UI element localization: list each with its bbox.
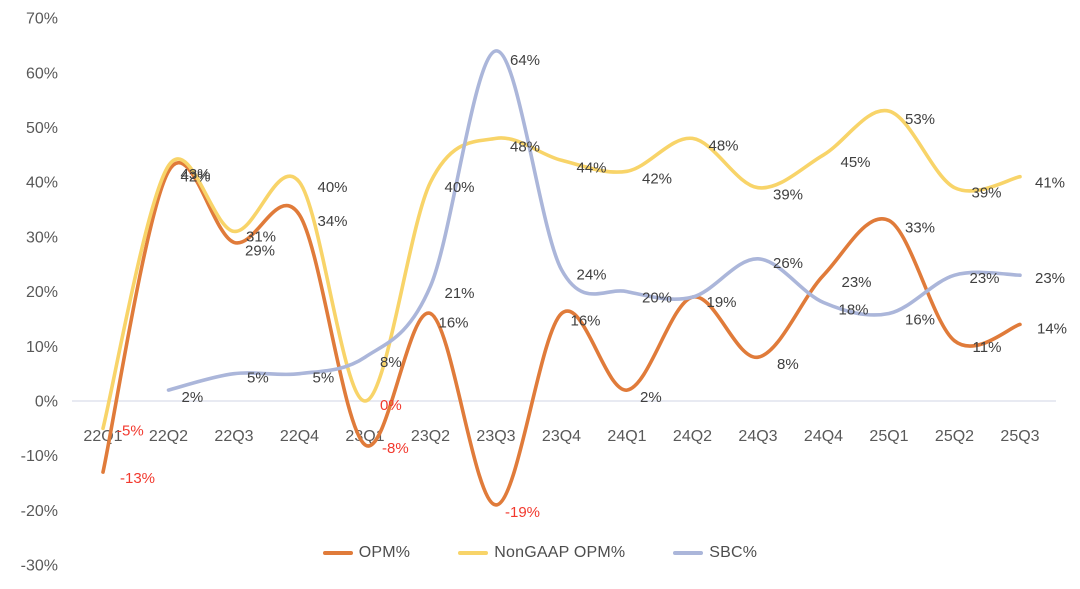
data-label: 23%: [842, 274, 872, 291]
x-tick-label: 23Q2: [411, 428, 450, 445]
data-label: -5%: [117, 422, 144, 439]
legend-item-nongaap-opm: NonGAAP OPM%: [458, 544, 625, 562]
x-tick-label: 24Q1: [607, 428, 646, 445]
data-label: 33%: [905, 220, 935, 237]
x-tick-label: 24Q2: [673, 428, 712, 445]
series-line-nongaapopm: [101, 108, 1022, 431]
data-label: 40%: [445, 179, 475, 196]
data-label: 44%: [577, 159, 607, 176]
data-label: 23%: [970, 270, 1000, 287]
data-label: 14%: [1037, 320, 1067, 337]
data-label: 23%: [1035, 270, 1065, 287]
data-label: 45%: [841, 154, 871, 171]
y-tick-label: 60%: [26, 65, 58, 82]
y-axis-labels: 70% 60% 50% 40% 30% 20% 10% 0% -10% -20% -30%: [21, 11, 58, 575]
data-label: 24%: [577, 267, 607, 284]
x-tick-label: 22Q2: [149, 428, 188, 445]
series-line-opm: [101, 160, 1022, 507]
y-tick-label: -10%: [21, 448, 58, 465]
legend-item-sbc: SBC%: [673, 544, 757, 562]
data-label: 64%: [510, 52, 540, 69]
legend-label-opm: OPM%: [358, 544, 411, 561]
data-label: 19%: [707, 294, 737, 311]
legend-item-opm: OPM%: [322, 544, 411, 562]
x-tick-label: 25Q3: [1000, 428, 1039, 445]
data-label: 5%: [247, 370, 269, 387]
data-label: 42%: [642, 170, 672, 187]
data-label: 40%: [318, 179, 348, 196]
legend-dash-sbc-icon: [673, 551, 704, 555]
data-label: 29%: [245, 242, 275, 259]
data-label: 34%: [318, 213, 348, 230]
data-label: 42%: [181, 168, 211, 185]
data-label: 21%: [445, 285, 475, 302]
data-label: 20%: [642, 290, 672, 307]
legend-dash-opm-icon: [322, 551, 353, 555]
y-tick-label: 70%: [26, 11, 58, 28]
data-label: 0%: [380, 397, 402, 414]
x-tick-label: 22Q1: [83, 428, 122, 445]
data-label: 5%: [313, 370, 335, 387]
y-tick-label: -20%: [21, 503, 58, 520]
y-tick-label: 10%: [26, 339, 58, 356]
x-tick-label: 22Q4: [280, 428, 319, 445]
x-tick-label: 24Q3: [738, 428, 777, 445]
legend-label-nongaap-opm: NonGAAP OPM%: [494, 544, 626, 561]
x-tick-label: 23Q3: [476, 428, 515, 445]
y-tick-label: 40%: [26, 175, 58, 192]
data-label: 41%: [1035, 175, 1065, 192]
data-label: 2%: [182, 389, 204, 406]
y-tick-label: 30%: [26, 229, 58, 246]
series-line-sbc: [166, 49, 1022, 392]
data-label: 31%: [246, 228, 276, 245]
data-label: 43%: [181, 166, 211, 183]
legend-label-sbc: SBC%: [709, 544, 758, 561]
data-label: 48%: [709, 137, 739, 154]
data-label: 8%: [777, 356, 799, 373]
y-tick-label: 50%: [26, 120, 58, 137]
x-tick-label: 25Q1: [869, 428, 908, 445]
y-tick-label: -30%: [21, 558, 58, 575]
legend-dash-nongaap-opm-icon: [458, 551, 489, 555]
data-label: 39%: [972, 185, 1002, 202]
y-tick-label: 20%: [26, 284, 58, 301]
chart-legend: OPM% NonGAAP OPM% SBC%: [0, 544, 1080, 562]
x-tick-label: 23Q4: [542, 428, 581, 445]
data-label: 2%: [640, 389, 662, 406]
data-label: -13%: [120, 470, 155, 487]
data-labels: -13% 42% 29% 34% -8% 16% -19% 16% 2% 19% 8% 23% 33% 1…: [117, 52, 1067, 521]
data-label: -19%: [505, 504, 540, 521]
data-label: 18%: [839, 302, 869, 319]
data-label: 39%: [773, 187, 803, 204]
data-label: 16%: [571, 313, 601, 330]
x-axis-labels: 22Q1 22Q2 22Q3 22Q4 23Q1 23Q2 23Q3 23Q4 24Q1 24Q2…: [83, 428, 1039, 445]
data-label: 16%: [905, 312, 935, 329]
x-tick-label: 22Q3: [214, 428, 253, 445]
x-tick-label: 24Q4: [804, 428, 843, 445]
data-label: 48%: [510, 138, 540, 155]
data-label: 53%: [905, 111, 935, 128]
data-label: -8%: [382, 440, 409, 457]
data-label: 11%: [973, 339, 1002, 356]
data-label: 16%: [439, 315, 469, 332]
y-tick-label: 0%: [35, 394, 58, 411]
data-label: 26%: [773, 255, 803, 272]
data-label: 8%: [380, 354, 402, 371]
x-tick-label: 25Q2: [935, 428, 974, 445]
